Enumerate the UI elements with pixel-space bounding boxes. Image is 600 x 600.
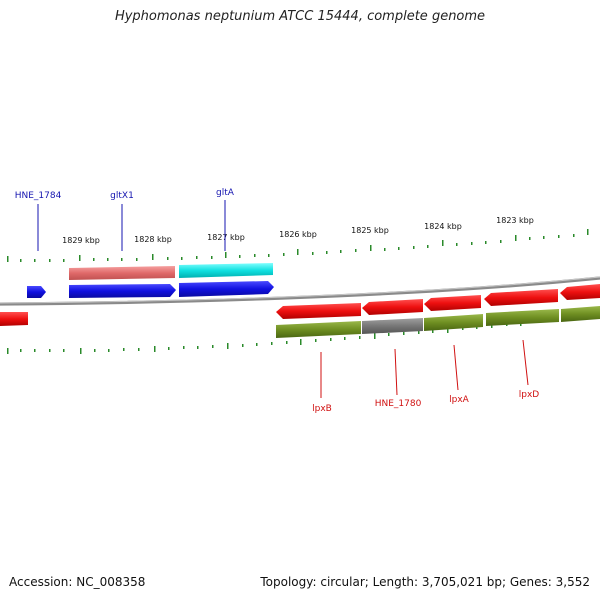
gene-arrow-lpxb[interactable] — [276, 303, 361, 319]
leader-line — [453, 344, 459, 391]
cds-lpxd[interactable] — [486, 309, 559, 326]
gene-label-hne1780[interactable]: HNE_1780 — [375, 399, 422, 409]
gene-label-hne1784[interactable]: HNE_1784 — [15, 191, 62, 201]
gene-arrow-left-edge[interactable] — [0, 312, 28, 326]
leader-line — [394, 348, 398, 396]
gene-arrow-gltx1[interactable] — [69, 284, 176, 298]
kbp-label: 1825 kbp — [351, 226, 389, 235]
gene-arrow-glta[interactable] — [179, 281, 274, 297]
scale-ruler-top — [7, 229, 589, 262]
gene-label-gltx1[interactable]: gltX1 — [110, 191, 134, 201]
map-title: Hyphomonas neptunium ATCC 15444, complet… — [114, 9, 486, 24]
leader-line — [522, 339, 529, 386]
cds-glta[interactable] — [179, 263, 273, 278]
gene-arrow-right-edge[interactable] — [560, 284, 600, 300]
kbp-label: 1823 kbp — [496, 216, 534, 225]
cds-gltx1[interactable] — [69, 266, 175, 280]
gene-arrow-lpxd[interactable] — [484, 289, 558, 306]
kbp-label: 1824 kbp — [424, 222, 462, 231]
gene-label-glta[interactable]: gltA — [216, 188, 235, 198]
gene-label-lpxd[interactable]: lpxD — [519, 390, 540, 400]
cds-lpxb[interactable] — [276, 321, 361, 338]
kbp-label: 1827 kbp — [207, 233, 245, 242]
genome-backbone — [0, 276, 600, 306]
gene-label-lpxb[interactable]: lpxB — [312, 404, 332, 414]
accession-text: Accession: NC_008358 — [9, 575, 146, 589]
gene-label-lpxa[interactable]: lpxA — [449, 395, 470, 405]
cds-hne1780[interactable] — [362, 318, 423, 334]
genome-stats-text: Topology: circular; Length: 3,705,021 bp… — [260, 575, 590, 589]
cds-right-edge[interactable] — [561, 306, 600, 322]
kbp-label: 1829 kbp — [62, 236, 100, 245]
kbp-label: 1828 kbp — [134, 235, 172, 244]
gene-arrow-lpxa[interactable] — [424, 295, 481, 311]
gene-arrow-hne1780[interactable] — [362, 299, 423, 315]
kbp-label: 1826 kbp — [279, 230, 317, 239]
cds-lpxa[interactable] — [424, 314, 483, 331]
gene-arrow-hne1784[interactable] — [27, 286, 46, 298]
